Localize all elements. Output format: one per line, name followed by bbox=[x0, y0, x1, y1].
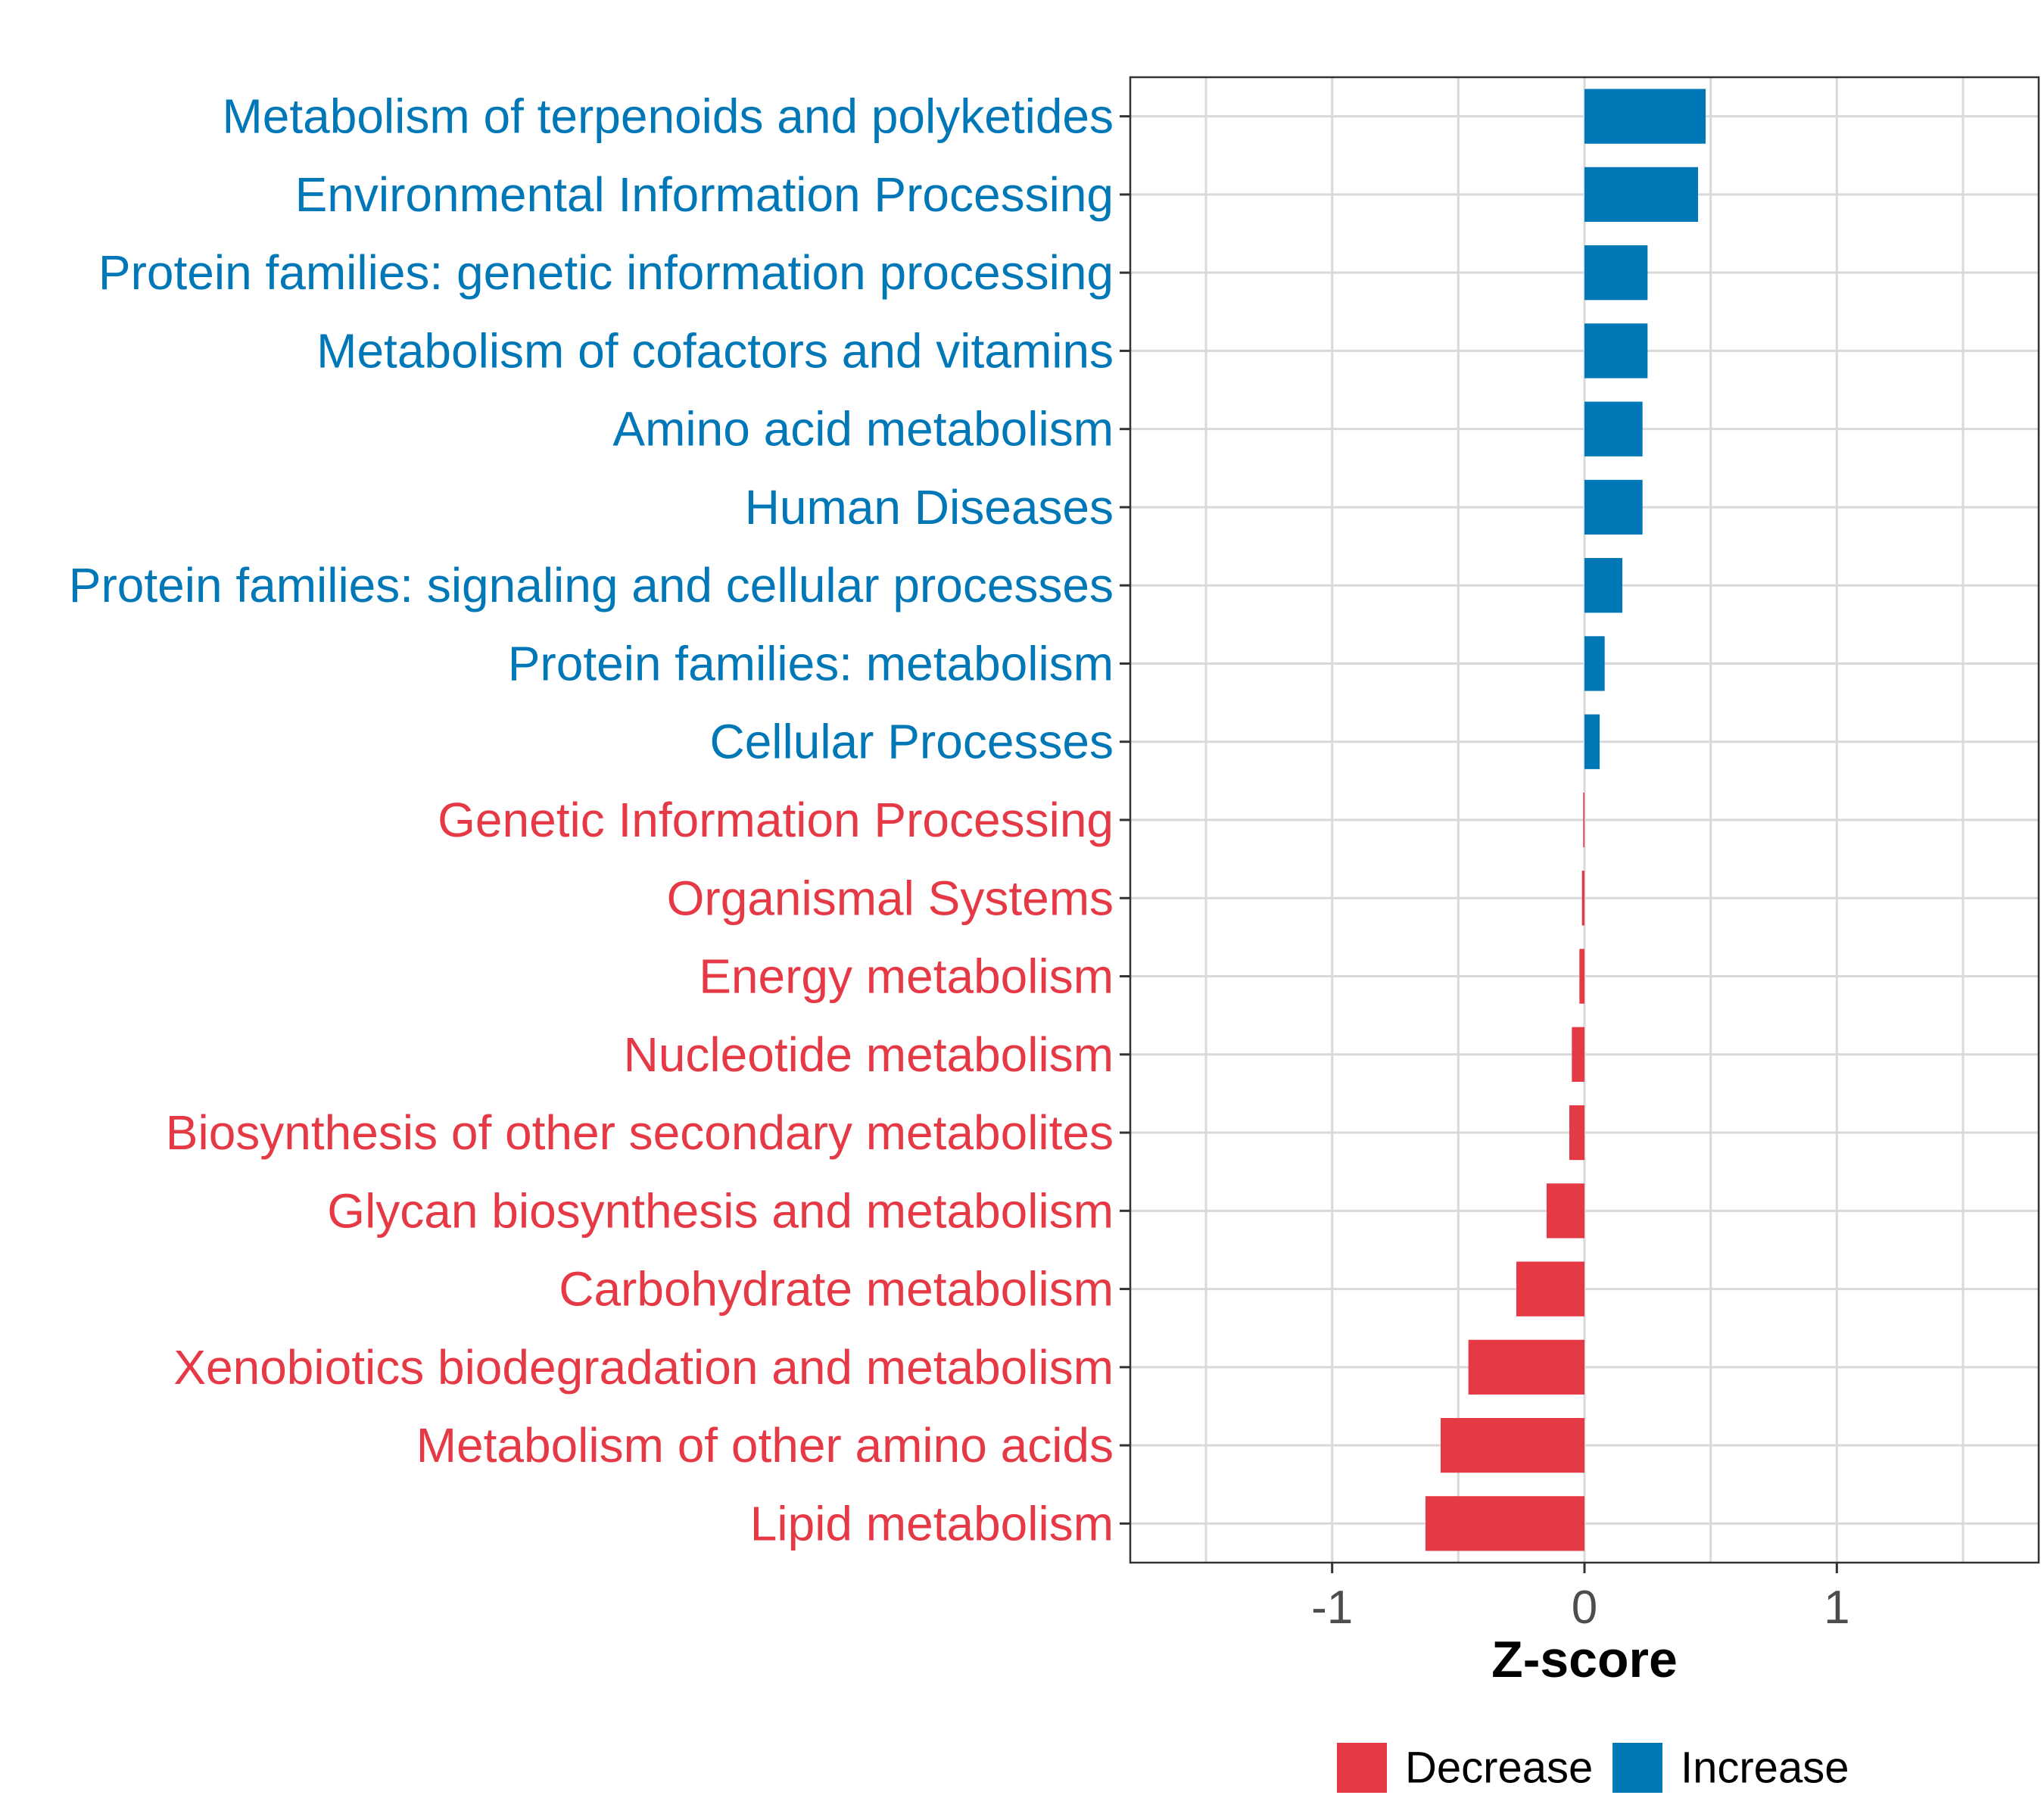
category-label: Energy metabolism bbox=[699, 949, 1114, 1004]
category-label: Cellular Processes bbox=[709, 715, 1114, 769]
category-label: Environmental Information Processing bbox=[295, 167, 1114, 222]
category-label: Xenobiotics biodegradation and metabolis… bbox=[173, 1340, 1114, 1395]
x-tick-label: 0 bbox=[1572, 1582, 1597, 1634]
category-label: Protein families: metabolism bbox=[508, 636, 1114, 690]
category-label: Carbohydrate metabolism bbox=[559, 1262, 1114, 1317]
bar bbox=[1516, 1261, 1584, 1317]
legend-label-increase: Increase bbox=[1681, 1744, 1849, 1793]
bar bbox=[1547, 1183, 1584, 1239]
bar bbox=[1584, 636, 1605, 691]
category-label: Protein families: genetic information pr… bbox=[98, 245, 1114, 300]
bar bbox=[1584, 479, 1643, 535]
bar-layer bbox=[1426, 89, 1706, 1551]
category-label: Nucleotide metabolism bbox=[624, 1027, 1114, 1082]
category-label: Protein families: signaling and cellular… bbox=[69, 558, 1114, 612]
bar bbox=[1584, 245, 1648, 301]
category-label: Metabolism of cofactors and vitamins bbox=[316, 323, 1114, 378]
bar bbox=[1584, 401, 1643, 457]
x-tick-label: -1 bbox=[1311, 1582, 1353, 1634]
category-label: Amino acid metabolism bbox=[612, 402, 1114, 457]
bar bbox=[1572, 1027, 1584, 1082]
legend: Decrease Increase bbox=[1337, 1743, 1849, 1793]
bar bbox=[1579, 949, 1584, 1004]
bar bbox=[1584, 167, 1698, 223]
x-axis-title: Z-score bbox=[1491, 1631, 1678, 1688]
bar bbox=[1584, 714, 1600, 769]
bar bbox=[1426, 1496, 1584, 1551]
category-label: Human Diseases bbox=[745, 480, 1114, 535]
legend-swatch-increase bbox=[1612, 1743, 1662, 1793]
legend-label-decrease: Decrease bbox=[1405, 1744, 1593, 1793]
bar bbox=[1584, 558, 1622, 613]
category-label: Genetic Information Processing bbox=[438, 793, 1114, 847]
category-label: Metabolism of other amino acids bbox=[416, 1418, 1114, 1473]
legend-swatch-decrease bbox=[1337, 1743, 1387, 1793]
category-label: Organismal Systems bbox=[667, 871, 1114, 925]
bar bbox=[1584, 89, 1706, 144]
x-tick-label: 1 bbox=[1824, 1582, 1849, 1634]
bar bbox=[1584, 323, 1648, 379]
category-label: Lipid metabolism bbox=[750, 1496, 1114, 1551]
y-tick-layer bbox=[1120, 115, 1130, 1525]
bar bbox=[1581, 871, 1584, 926]
category-label: Glycan biosynthesis and metabolism bbox=[327, 1183, 1114, 1238]
x-axis-ticks: -1 0 1 bbox=[1311, 1563, 1850, 1634]
category-label: Biosynthesis of other secondary metaboli… bbox=[166, 1105, 1114, 1160]
category-label: Metabolism of terpenoids and polyketides bbox=[222, 89, 1114, 144]
bar bbox=[1569, 1105, 1584, 1161]
category-labels: Metabolism of terpenoids and polyketides… bbox=[69, 89, 1114, 1551]
bar bbox=[1441, 1417, 1584, 1473]
bar bbox=[1583, 792, 1584, 848]
bar bbox=[1468, 1339, 1584, 1395]
